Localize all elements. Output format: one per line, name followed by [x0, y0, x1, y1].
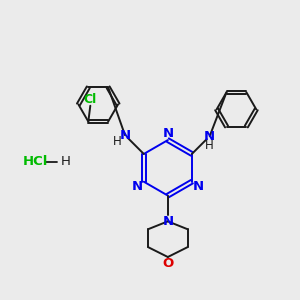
Text: N: N [119, 129, 130, 142]
Text: H: H [61, 155, 71, 168]
Text: H: H [113, 135, 122, 148]
Text: H: H [205, 139, 214, 152]
Text: N: N [204, 130, 215, 142]
Text: O: O [162, 257, 173, 270]
Text: HCl: HCl [23, 155, 49, 168]
Text: N: N [162, 215, 173, 228]
Text: N: N [162, 127, 173, 140]
Text: N: N [131, 180, 142, 193]
Text: N: N [193, 180, 204, 193]
Text: Cl: Cl [84, 93, 97, 106]
